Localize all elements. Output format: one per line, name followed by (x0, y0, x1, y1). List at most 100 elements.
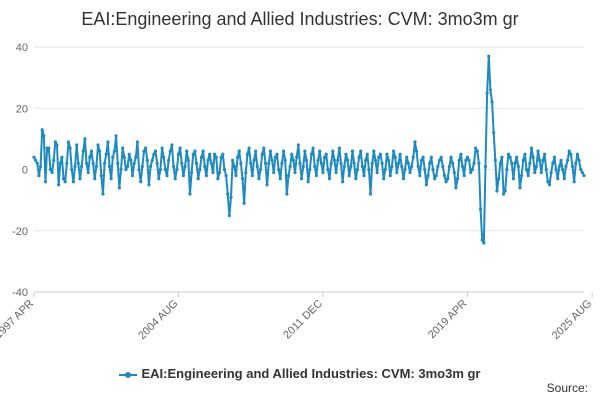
data-point[interactable] (554, 167, 558, 172)
data-point[interactable] (531, 155, 535, 159)
data-point[interactable] (103, 161, 107, 165)
data-point[interactable] (539, 170, 543, 175)
data-point[interactable] (344, 152, 348, 156)
data-point[interactable] (400, 164, 404, 169)
data-point[interactable] (462, 174, 466, 178)
data-point[interactable] (285, 192, 289, 196)
data-point[interactable] (546, 180, 550, 184)
data-point[interactable] (199, 155, 204, 159)
data-point[interactable] (240, 177, 245, 181)
data-point[interactable] (173, 177, 177, 181)
data-point[interactable] (332, 158, 337, 162)
data-point[interactable] (229, 195, 233, 199)
data-point[interactable] (58, 161, 62, 165)
data-point[interactable] (231, 158, 235, 162)
data-point[interactable] (83, 137, 87, 141)
data-point[interactable] (533, 170, 537, 175)
data-point[interactable] (455, 177, 460, 181)
data-point[interactable] (410, 164, 414, 169)
data-point[interactable] (336, 158, 340, 162)
data-point[interactable] (183, 164, 187, 169)
data-point[interactable] (160, 146, 164, 150)
data-point[interactable] (112, 149, 117, 153)
data-point[interactable] (311, 146, 315, 150)
data-point[interactable] (529, 146, 534, 150)
data-point[interactable] (96, 143, 100, 147)
data-point[interactable] (426, 174, 430, 178)
data-point[interactable] (515, 155, 519, 159)
data-point[interactable] (38, 164, 43, 169)
data-point[interactable] (185, 149, 189, 153)
data-point[interactable] (162, 155, 166, 159)
data-point[interactable] (564, 164, 568, 169)
data-point[interactable] (534, 164, 538, 169)
data-point[interactable] (181, 174, 185, 178)
data-point[interactable] (483, 164, 488, 169)
data-point[interactable] (278, 177, 282, 181)
data-point[interactable] (60, 155, 64, 159)
data-point[interactable] (480, 238, 484, 242)
data-point[interactable] (536, 149, 540, 153)
data-point[interactable] (53, 140, 57, 144)
data-point[interactable] (547, 183, 552, 187)
data-point[interactable] (347, 174, 351, 178)
data-point[interactable] (222, 167, 227, 172)
data-point[interactable] (122, 155, 126, 159)
data-point[interactable] (89, 149, 94, 153)
data-point[interactable] (101, 192, 105, 196)
data-point[interactable] (559, 158, 563, 162)
data-point[interactable] (94, 164, 98, 169)
data-point[interactable] (132, 161, 136, 165)
data-point[interactable] (300, 177, 304, 181)
data-point[interactable] (258, 167, 263, 172)
data-point[interactable] (393, 155, 397, 159)
data-point[interactable] (163, 167, 167, 172)
data-point[interactable] (116, 161, 120, 165)
data-point[interactable] (255, 164, 259, 169)
data-point[interactable] (492, 131, 496, 135)
data-point[interactable] (375, 170, 379, 175)
data-point[interactable] (467, 158, 471, 162)
data-point[interactable] (460, 164, 465, 169)
data-point[interactable] (78, 177, 82, 181)
data-point[interactable] (211, 170, 215, 175)
data-point[interactable] (52, 158, 56, 162)
data-point[interactable] (99, 174, 103, 178)
data-point[interactable] (408, 170, 412, 175)
data-point[interactable] (357, 155, 361, 159)
data-point[interactable] (295, 155, 299, 159)
data-point[interactable] (239, 161, 243, 165)
data-point[interactable] (403, 167, 407, 172)
data-point[interactable] (288, 164, 292, 169)
data-point[interactable] (155, 161, 159, 165)
data-point[interactable] (206, 158, 210, 162)
data-point[interactable] (477, 161, 481, 165)
data-point[interactable] (137, 167, 141, 172)
data-point[interactable] (482, 241, 486, 245)
data-point[interactable] (352, 161, 356, 165)
data-point[interactable] (277, 167, 281, 172)
data-point[interactable] (362, 174, 366, 178)
data-point[interactable] (500, 155, 504, 159)
data-point[interactable] (88, 155, 92, 159)
data-point[interactable] (281, 149, 286, 153)
data-point[interactable] (290, 152, 294, 156)
data-point[interactable] (395, 170, 399, 175)
data-point[interactable] (490, 100, 494, 104)
data-point[interactable] (327, 177, 332, 181)
data-point[interactable] (487, 54, 491, 58)
data-point[interactable] (355, 167, 360, 172)
data-point[interactable] (390, 164, 394, 169)
data-point[interactable] (245, 152, 250, 156)
data-point[interactable] (561, 167, 565, 172)
data-point[interactable] (416, 164, 420, 169)
data-point[interactable] (50, 170, 54, 175)
data-point[interactable] (580, 170, 584, 175)
data-point[interactable] (262, 146, 266, 150)
data-point[interactable] (153, 149, 158, 153)
data-point[interactable] (567, 149, 571, 153)
data-point[interactable] (552, 155, 557, 159)
data-point[interactable] (170, 143, 174, 147)
data-point[interactable] (66, 140, 71, 144)
data-point[interactable] (47, 146, 51, 150)
